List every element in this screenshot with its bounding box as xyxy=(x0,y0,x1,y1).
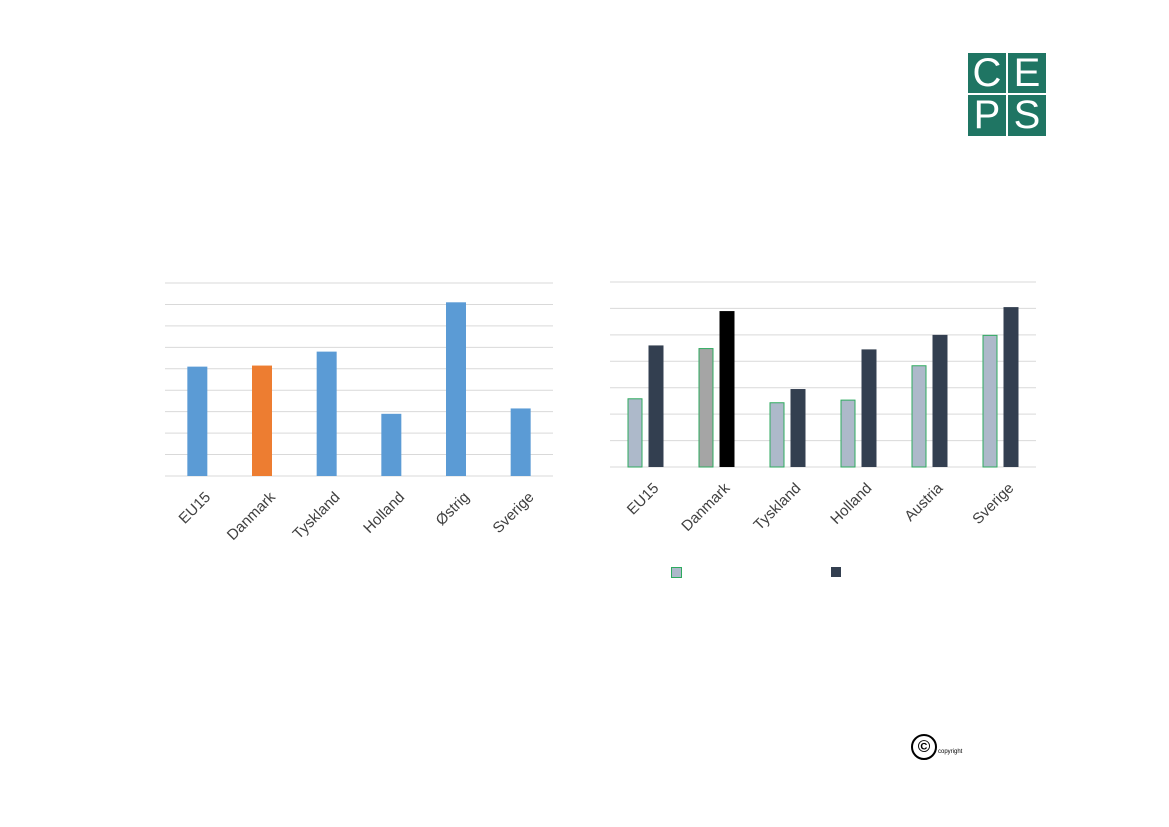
logo-letter: S xyxy=(1013,93,1041,137)
bar xyxy=(381,413,402,476)
x-tick-label: EU15 xyxy=(176,489,215,528)
logo-letter: C xyxy=(972,51,1002,95)
logo-letter: E xyxy=(1013,51,1041,95)
bar xyxy=(187,366,208,476)
logo-divider xyxy=(968,93,1046,95)
x-tick-label: Holland xyxy=(360,489,408,537)
x-tick-label: Sverige xyxy=(490,489,538,537)
chart-left-bars xyxy=(187,302,531,476)
copyright-label: copyright xyxy=(938,749,963,755)
ceps-logo: C E P S xyxy=(968,53,1046,136)
bar xyxy=(510,408,531,476)
bar xyxy=(446,302,466,476)
x-tick-label: Danmark xyxy=(224,488,279,543)
chart-left-gridlines xyxy=(165,282,553,477)
copyright-icon: © xyxy=(911,734,937,760)
bar xyxy=(316,351,337,476)
bar xyxy=(252,365,272,476)
x-tick-label: Tyskland xyxy=(290,489,344,543)
logo-letter: P xyxy=(973,93,1001,137)
copyright-notice: © copyright xyxy=(911,734,971,760)
x-tick-label: Østrig xyxy=(433,489,473,529)
chart-left-tick-labels: EU15 Danmark Tyskland Holland Østrig Sverige xyxy=(176,488,538,543)
